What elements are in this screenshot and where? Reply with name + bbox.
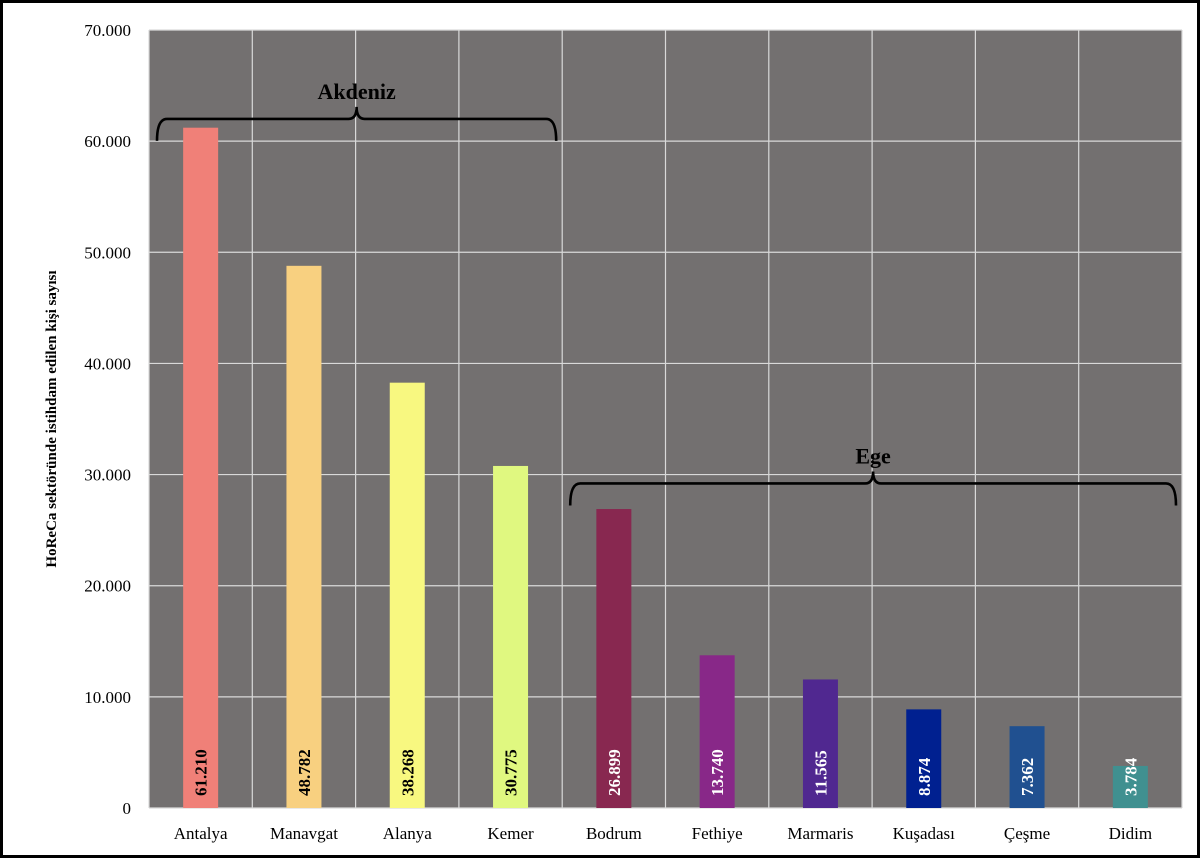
bar — [493, 465, 529, 808]
x-category-labels: Antalya Manavgat Alanya Kemer Bodrum Fethiye M… — [174, 824, 1152, 843]
bar — [802, 679, 838, 808]
y-tick-label: 50.000 — [84, 243, 131, 262]
y-tick-label: 20.000 — [84, 577, 131, 596]
bar-value-label: 26.899 — [605, 749, 624, 796]
bar-value-label: 11.565 — [811, 750, 830, 796]
bar-value-label: 48.782 — [295, 749, 314, 796]
y-tick-label: 30.000 — [84, 466, 131, 485]
bar-value-label: 61.210 — [192, 749, 211, 796]
bar-value-label: 7.362 — [1018, 758, 1037, 796]
x-category-label: Bodrum — [586, 824, 642, 843]
bar-value-label: 13.740 — [708, 749, 727, 796]
x-category-label: Alanya — [383, 824, 433, 843]
y-tick-label: 70.000 — [84, 21, 131, 40]
x-category-label: Çeşme — [1004, 824, 1050, 843]
bar — [389, 382, 425, 808]
y-tick-label: 10.000 — [84, 688, 131, 707]
bar — [699, 655, 735, 808]
y-tick-labels: 0 10.000 20.000 30.000 40.000 50.000 60.000 70.… — [84, 21, 131, 818]
bar — [596, 509, 632, 808]
y-tick-label: 0 — [123, 799, 132, 818]
bar — [906, 709, 942, 808]
bar — [183, 127, 219, 808]
region-label: Ege — [855, 443, 891, 468]
y-axis-label: HoReCa sektöründe istihdam edilen kişi s… — [44, 270, 60, 567]
bar — [286, 265, 322, 809]
x-category-label: Kuşadası — [893, 824, 956, 843]
y-tick-label: 60.000 — [84, 132, 131, 151]
bar-value-label: 30.775 — [502, 749, 521, 796]
bar-value-label: 8.874 — [915, 757, 934, 796]
bars: 61.210 48.782 38.268 30.775 26.899 13.740 11.5… — [183, 127, 1148, 809]
x-category-label: Didim — [1109, 824, 1152, 843]
bar-chart: 61.210 48.782 38.268 30.775 26.899 13.740 11.5… — [44, 21, 1183, 843]
bar-value-label: 38.268 — [398, 749, 417, 796]
x-category-label: Antalya — [174, 824, 228, 843]
x-category-label: Fethiye — [692, 824, 743, 843]
x-category-label: Marmaris — [787, 824, 853, 843]
bar-value-label: 3.784 — [1121, 757, 1140, 796]
x-category-label: Manavgat — [270, 824, 338, 843]
region-label: Akdeniz — [317, 79, 395, 104]
bar — [1112, 765, 1148, 808]
x-category-label: Kemer — [487, 824, 534, 843]
region-brace — [568, 471, 1178, 506]
bar — [1009, 726, 1045, 808]
y-tick-label: 40.000 — [84, 354, 131, 373]
